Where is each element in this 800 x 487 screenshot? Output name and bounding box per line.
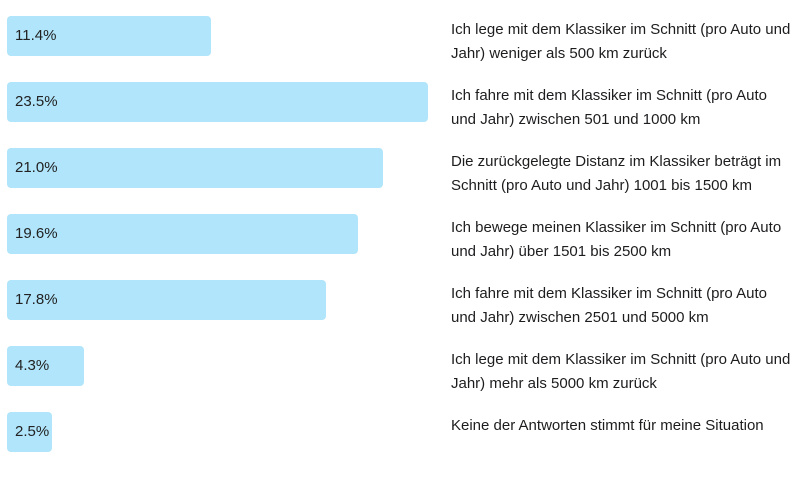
horizontal-bar-chart: 11.4% Ich lege mit dem Klassiker im Schni…	[0, 16, 800, 460]
bar-area: 2.5%	[0, 412, 451, 452]
bar-value-label: 21.0%	[15, 159, 58, 176]
category-label: Ich bewege meinen Klassiker im Schnitt (…	[451, 219, 782, 260]
category-label: Keine der Antworten stimmt für meine Sit…	[451, 417, 764, 434]
bar: 23.5%	[7, 82, 428, 122]
bar: 11.4%	[7, 16, 212, 56]
bar: 4.3%	[7, 346, 84, 386]
bar-area: 19.6%	[0, 214, 451, 254]
bar-value-label: 2.5%	[15, 423, 50, 440]
category-label: Ich fahre mit dem Klassiker im Schnitt (…	[451, 285, 767, 326]
bar-value-label: 11.4%	[15, 27, 57, 44]
category-label: Ich lege mit dem Klassiker im Schnitt (p…	[451, 351, 791, 392]
chart-row: 11.4% Ich lege mit dem Klassiker im Schni…	[0, 16, 800, 66]
bar-value-label: 17.8%	[15, 291, 58, 308]
category-label: Die zurückgelegte Distanz im Klassiker b…	[451, 153, 782, 194]
bar-area: 4.3%	[0, 346, 451, 386]
category-label: Ich fahre mit dem Klassiker im Schnitt (…	[451, 87, 767, 128]
bar-value-label: 23.5%	[15, 93, 58, 110]
bar-area: 21.0%	[0, 148, 451, 188]
chart-row: 17.8% Ich fahre mit dem Klassiker im Schn…	[0, 280, 800, 330]
bar-area: 23.5%	[0, 82, 451, 122]
bar: 2.5%	[7, 412, 52, 452]
chart-row: 21.0% Die zurückgelegte Distanz im Klassi…	[0, 148, 800, 198]
bar: 19.6%	[7, 214, 358, 254]
chart-row: 23.5% Ich fahre mit dem Klassiker im Schn…	[0, 82, 800, 132]
bar: 17.8%	[7, 280, 326, 320]
bar-area: 17.8%	[0, 280, 451, 320]
category-label: Ich lege mit dem Klassiker im Schnitt (p…	[451, 21, 791, 62]
chart-row: 19.6% Ich bewege meinen Klassiker im Schn…	[0, 214, 800, 264]
bar-value-label: 4.3%	[15, 357, 50, 374]
bar-area: 11.4%	[0, 16, 451, 56]
chart-row: 2.5% Keine der Antworten stimmt für meine…	[0, 412, 800, 460]
bar: 21.0%	[7, 148, 383, 188]
chart-row: 4.3% Ich lege mit dem Klassiker im Schnit…	[0, 346, 800, 396]
bar-value-label: 19.6%	[15, 225, 58, 242]
